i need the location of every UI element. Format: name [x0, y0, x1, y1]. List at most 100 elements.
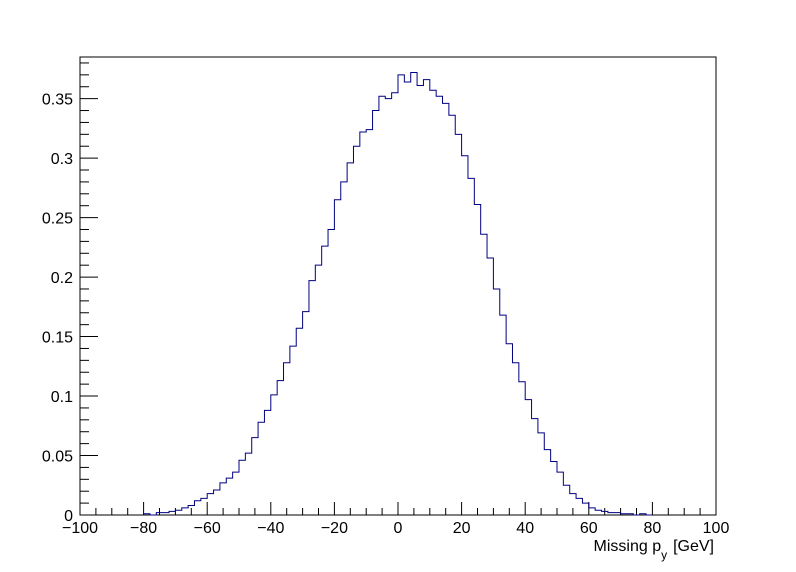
histogram-series-line — [143, 71, 653, 516]
histogram-bin — [353, 146, 359, 515]
histogram-bin — [481, 234, 487, 515]
histogram-bin — [207, 494, 213, 515]
histogram-bin — [443, 103, 449, 515]
histogram-bin — [175, 510, 181, 515]
histogram-bin — [296, 328, 302, 515]
histogram-bin — [538, 433, 544, 515]
histogram-bin — [328, 229, 334, 515]
y-tick-label: 0.25 — [42, 211, 73, 228]
x-tick-label: 20 — [453, 520, 471, 537]
histogram-bin — [379, 96, 385, 515]
histogram-bin — [271, 395, 277, 515]
x-axis-title-subscript: y — [661, 548, 667, 562]
histogram-bin — [385, 99, 391, 515]
histogram-bin — [404, 82, 410, 515]
histogram-bin — [563, 485, 569, 515]
x-axis: −100 −80 −60 −40 −20 0 20 40 60 80 100 — [62, 502, 729, 537]
histogram-bin — [226, 478, 232, 515]
histogram-bin — [411, 72, 417, 515]
histogram-bin — [525, 400, 531, 515]
histogram-bin — [366, 130, 372, 515]
x-tick-label: −100 — [62, 520, 98, 537]
histogram-bin — [201, 498, 207, 515]
histogram-bin — [570, 494, 576, 515]
histogram-bin — [239, 460, 245, 515]
histogram-bin — [640, 514, 646, 515]
histogram-bin — [233, 472, 239, 515]
histogram-bin — [589, 508, 595, 515]
histogram-bin — [455, 134, 461, 515]
histogram-bin — [214, 490, 220, 515]
y-axis: 0 0.05 0.1 0.15 0.2 0.25 0.3 0.35 — [42, 62, 98, 525]
x-axis-title-unit: [GeV] — [673, 538, 714, 555]
histogram-bin — [182, 508, 188, 515]
y-tick-label: 0.2 — [51, 270, 73, 287]
histogram-bin — [449, 115, 455, 515]
histogram-bin — [258, 422, 264, 515]
histogram-bin — [347, 163, 353, 515]
y-tick-label: 0.05 — [42, 449, 73, 466]
x-tick-label: −20 — [321, 520, 348, 537]
y-tick-label: 0.35 — [42, 92, 73, 109]
histogram-bin — [532, 419, 538, 515]
histogram-bin — [188, 505, 194, 515]
x-tick-label: 40 — [516, 520, 534, 537]
histogram-bin — [290, 346, 296, 515]
histogram-bin — [462, 156, 468, 515]
x-axis-title-main: Missing p — [594, 538, 662, 555]
y-tick-label: 0.3 — [51, 151, 73, 168]
histogram-bin — [245, 453, 251, 515]
histogram-bin — [557, 472, 563, 515]
x-tick-label: 0 — [394, 520, 403, 537]
histogram-bin — [551, 461, 557, 515]
histogram-bin — [468, 178, 474, 515]
histogram-bin — [493, 289, 499, 515]
histogram-bin — [519, 382, 525, 515]
histogram-bin — [614, 513, 620, 515]
histogram-bin — [322, 246, 328, 515]
y-tick-label: 0.15 — [42, 330, 73, 347]
x-axis-title: Missing py [GeV] — [594, 538, 714, 562]
histogram-bin — [602, 511, 608, 515]
histogram-bin — [398, 75, 404, 515]
histogram-bin — [500, 315, 506, 515]
histogram-bin — [284, 363, 290, 515]
histogram-bin — [595, 510, 601, 515]
histogram-bin — [220, 483, 226, 515]
histogram-bin — [303, 312, 309, 515]
histogram-bin — [544, 450, 550, 515]
histogram-bin — [392, 93, 398, 515]
histogram-bin — [264, 410, 270, 515]
histogram-bin — [169, 511, 175, 515]
x-tick-label: 60 — [580, 520, 598, 537]
histogram-bin — [474, 205, 480, 515]
histogram-bin — [582, 503, 588, 515]
histogram-bin — [576, 498, 582, 515]
histogram-bin — [341, 182, 347, 515]
histogram-bin — [156, 513, 162, 515]
histogram-bin — [436, 96, 442, 515]
x-tick-label: −80 — [130, 520, 157, 537]
x-tick-label: −60 — [194, 520, 221, 537]
histogram-bin — [334, 200, 340, 515]
histogram-bin — [512, 363, 518, 515]
histogram-bin — [430, 90, 436, 515]
histogram-bin — [423, 80, 429, 515]
histogram-bin — [144, 514, 150, 515]
histogram-bin — [621, 514, 627, 515]
histogram-bin — [417, 86, 423, 515]
histogram-bin — [315, 265, 321, 515]
histogram-bin — [252, 438, 258, 515]
histogram-bin — [309, 281, 315, 515]
y-tick-label: 0 — [64, 508, 73, 525]
histogram-bin — [373, 111, 379, 515]
y-tick-label: 0.1 — [51, 389, 73, 406]
histogram-bin — [194, 501, 200, 515]
x-tick-label: 80 — [644, 520, 662, 537]
histogram-bin — [506, 344, 512, 515]
x-tick-label: −40 — [257, 520, 284, 537]
x-tick-label: 100 — [703, 520, 730, 537]
histogram-bin — [627, 514, 633, 515]
